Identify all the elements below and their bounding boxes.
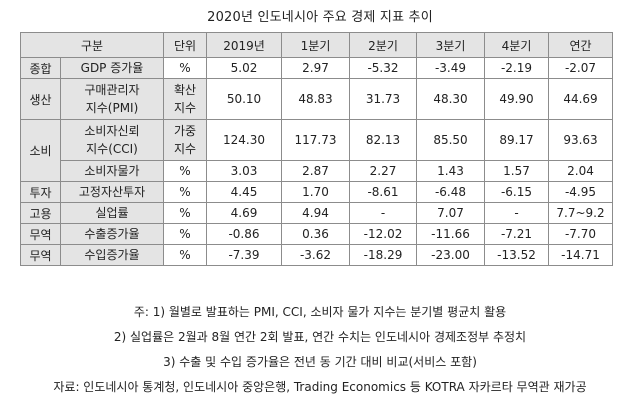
table-row: 생산 구매관리자 지수(PMI) 확산 지수 50.10 48.83 31.73… [20,78,613,120]
table-row: 소비자물가 % 3.03 2.87 2.27 1.43 1.57 2.04 [21,160,613,182]
value-cell: 2.97 [281,57,350,79]
category-cell: 생산 [20,78,61,120]
item-cell: 소비자물가 [60,160,164,182]
value-cell: 3.03 [206,160,282,182]
item-cell: 수출증가율 [60,223,164,245]
value-cell: - [484,202,549,224]
value-cell: -12.02 [349,223,417,245]
value-cell: 48.30 [416,78,485,120]
table-row: 소비 소비자신뢰 지수(CCI) 가중 지수 124.30 117.73 82.… [20,119,613,182]
value-cell: 5.02 [206,57,282,79]
unit-cell: % [163,244,207,266]
value-cell: -2.07 [548,57,613,79]
footnotes: 주: 1) 월별로 발표하는 PMI, CCI, 소비자 물가 지수는 분기별 … [0,300,640,400]
unit-cell: % [163,160,207,182]
unit-cell: 가중 지수 [163,119,207,161]
category-cell: 종합 [20,57,61,79]
footnote-2: 2) 실업률은 2월과 8월 연간 2회 발표, 연간 수치는 인도네시아 경제… [113,330,527,344]
value-cell: -6.15 [484,181,549,203]
header-q1: 1분기 [281,32,350,58]
header-q4: 4분기 [484,32,549,58]
header-annual: 연간 [548,32,613,58]
header-q3: 3분기 [416,32,485,58]
value-cell: -4.95 [548,181,613,203]
category-cell: 무역 [20,244,61,266]
value-cell: 2.04 [548,160,613,182]
value-cell: 44.69 [548,78,613,120]
unit-cell: % [163,202,207,224]
value-cell: 0.36 [281,223,350,245]
value-cell: 4.45 [206,181,282,203]
value-cell: -23.00 [416,244,485,266]
item-cell: 소비자신뢰 지수(CCI) [60,119,164,161]
value-cell: 7.07 [416,202,485,224]
value-cell: -7.21 [484,223,549,245]
value-cell: 82.13 [349,119,417,161]
item-cell: 구매관리자 지수(PMI) [60,78,164,120]
value-cell: -7.39 [206,244,282,266]
value-cell: 2.87 [281,160,350,182]
value-cell: 117.73 [281,119,350,161]
unit-cell: % [163,181,207,203]
value-cell: 48.83 [281,78,350,120]
category-cell: 투자 [20,181,61,203]
value-cell: 31.73 [349,78,417,120]
footnote-3: 3) 수출 및 수입 증가율은 전년 동 기간 대비 비교(서비스 포함) [163,355,477,369]
unit-cell: % [163,57,207,79]
value-cell: 7.7~9.2 [548,202,613,224]
value-cell: -18.29 [349,244,417,266]
value-cell: -5.32 [349,57,417,79]
value-cell: 4.69 [206,202,282,224]
item-cell: 고정자산투자 [60,181,164,203]
value-cell: -14.71 [548,244,613,266]
table-row: 종합 GDP 증가율 % 5.02 2.97 -5.32 -3.49 -2.19… [20,57,613,79]
value-cell: 89.17 [484,119,549,161]
item-cell: 수입증가율 [60,244,164,266]
category-cell: 무역 [20,223,61,245]
value-cell: -7.70 [548,223,613,245]
table-row: 무역 수출증가율 % -0.86 0.36 -12.02 -11.66 -7.2… [20,223,613,245]
value-cell: -3.62 [281,244,350,266]
category-cell: 소비 [20,119,61,182]
value-cell: -2.19 [484,57,549,79]
economic-indicators-table: 구분 단위 2019년 1분기 2분기 3분기 4분기 연간 종합 GDP 증가… [20,32,613,266]
header-row: 구분 단위 2019년 1분기 2분기 3분기 4분기 연간 [20,32,613,58]
unit-cell: 확산 지수 [163,78,207,120]
value-cell: 85.50 [416,119,485,161]
value-cell: 4.94 [281,202,350,224]
value-cell: -13.52 [484,244,549,266]
value-cell: 2.27 [349,160,417,182]
footnote-1: 주: 1) 월별로 발표하는 PMI, CCI, 소비자 물가 지수는 분기별 … [133,305,507,319]
value-cell: 124.30 [206,119,282,161]
header-2019: 2019년 [206,32,282,58]
value-cell: 1.70 [281,181,350,203]
page-title: 2020년 인도네시아 주요 경제 지표 추이 [207,10,433,25]
value-cell: 1.57 [484,160,549,182]
value-cell: 93.63 [548,119,613,161]
value-cell: - [349,202,417,224]
value-cell: 50.10 [206,78,282,120]
table-row: 투자 고정자산투자 % 4.45 1.70 -8.61 -6.48 -6.15 … [20,181,613,203]
item-cell: 실업률 [60,202,164,224]
value-cell: -6.48 [416,181,485,203]
value-cell: -11.66 [416,223,485,245]
value-cell: -3.49 [416,57,485,79]
value-cell: -8.61 [349,181,417,203]
category-cell: 고용 [20,202,61,224]
value-cell: 1.43 [416,160,485,182]
header-q2: 2분기 [349,32,417,58]
item-cell: GDP 증가율 [60,57,164,79]
header-unit: 단위 [163,32,207,58]
value-cell: -0.86 [206,223,282,245]
unit-cell: % [163,223,207,245]
table-row: 고용 실업률 % 4.69 4.94 - 7.07 - 7.7~9.2 [20,202,613,224]
table-row: 무역 수입증가율 % -7.39 -3.62 -18.29 -23.00 -13… [20,244,613,266]
value-cell: 49.90 [484,78,549,120]
source-note: 자료: 인도네시아 통계청, 인도네시아 중앙은행, Trading Econo… [53,380,587,394]
header-category: 구분 [20,32,164,58]
